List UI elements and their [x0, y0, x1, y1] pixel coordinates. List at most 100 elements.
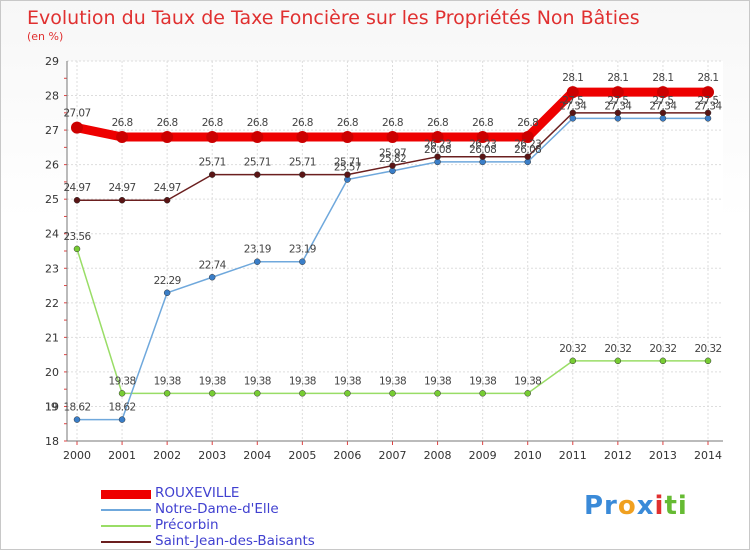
data-label: 25.71 — [289, 157, 316, 169]
y-unit-label: (en %) — [27, 30, 64, 43]
data-point — [116, 131, 129, 143]
data-label: 19.38 — [514, 375, 541, 387]
data-point — [118, 196, 126, 204]
data-point — [73, 245, 81, 253]
legend-label: Saint-Jean-des-Baisants — [155, 533, 315, 549]
data-point — [569, 115, 577, 122]
data-point — [254, 258, 261, 265]
data-label: 19 — [45, 402, 57, 414]
x-tick-label: 2000 — [63, 449, 91, 462]
y-tick-label: 28 — [45, 90, 59, 103]
data-point — [569, 109, 577, 117]
data-label: 26.08 — [424, 144, 451, 156]
data-label: 18.62 — [109, 402, 136, 414]
data-point — [344, 171, 351, 178]
y-tick-label: 24 — [45, 228, 59, 241]
y-tick-label: 19 — [45, 400, 59, 413]
data-label: 26.8 — [247, 117, 268, 129]
data-point — [163, 196, 171, 204]
data-label: 24.97 — [154, 182, 181, 194]
data-point — [521, 131, 534, 143]
data-label: 20.32 — [559, 343, 586, 355]
data-label: 28.1 — [562, 72, 583, 84]
data-label: 23.19 — [244, 244, 271, 256]
data-point — [614, 115, 622, 122]
data-point — [163, 390, 171, 397]
legend-swatch — [101, 509, 151, 511]
data-point — [254, 171, 261, 178]
x-tick-label: 2003 — [198, 449, 226, 462]
data-label: 26.8 — [202, 117, 223, 129]
data-point — [704, 357, 712, 365]
data-point — [254, 390, 261, 397]
data-label: 26.8 — [292, 117, 313, 129]
data-label: 19.38 — [244, 375, 271, 387]
data-point — [208, 171, 216, 178]
data-point — [206, 131, 219, 143]
data-point — [434, 153, 441, 160]
logo-part: Pr — [584, 491, 618, 521]
data-point — [611, 86, 624, 99]
data-point — [299, 390, 306, 397]
data-point — [614, 109, 622, 117]
data-point — [251, 131, 264, 143]
data-point — [656, 86, 669, 99]
x-tick-label: 2004 — [243, 449, 271, 462]
data-label: 26.23 — [424, 139, 451, 151]
data-label: 25.82 — [379, 153, 406, 165]
y-tick-label: 21 — [45, 331, 59, 344]
y-tick-label: 23 — [45, 262, 59, 275]
data-point — [386, 131, 399, 143]
y-tick-label: 22 — [45, 297, 59, 310]
legend-label: ROUXEVILLE — [155, 485, 240, 501]
data-label: 26.8 — [112, 117, 133, 129]
proxiti-logo: Proxiti — [584, 491, 688, 521]
plot-area — [67, 61, 723, 441]
logo-part: x — [636, 491, 655, 521]
data-point — [118, 416, 126, 423]
data-label: 26.08 — [469, 144, 496, 156]
legend-swatch — [101, 490, 151, 499]
data-point — [299, 171, 306, 178]
x-tick-label: 2001 — [108, 449, 136, 462]
data-point — [569, 357, 577, 365]
data-label: 26.08 — [514, 144, 541, 156]
data-label: 25.57 — [334, 161, 361, 173]
legend-label: Précorbin — [155, 517, 219, 533]
data-label: 27.5 — [562, 95, 583, 107]
data-label: 27.5 — [698, 95, 719, 107]
x-tick-label: 2006 — [333, 449, 361, 462]
data-point — [208, 390, 216, 397]
data-label: 27.07 — [63, 108, 90, 120]
y-tick-label: 25 — [45, 193, 59, 206]
x-tick-label: 2002 — [153, 449, 181, 462]
data-label: 27.34 — [604, 100, 632, 112]
logo-part: ti — [664, 491, 688, 521]
data-label: 26.23 — [469, 139, 496, 151]
x-tick-label: 2011 — [559, 449, 587, 462]
y-tick-label: 26 — [45, 159, 59, 172]
x-tick-label: 2014 — [694, 449, 722, 462]
data-point — [434, 390, 441, 397]
x-tick-label: 2013 — [649, 449, 677, 462]
data-point — [566, 86, 579, 99]
chart-title: Evolution du Taux de Taxe Foncière sur l… — [27, 7, 640, 29]
x-tick-label: 2010 — [514, 449, 542, 462]
data-label: 27.34 — [559, 100, 587, 112]
data-point — [389, 390, 396, 397]
data-point — [479, 153, 486, 160]
data-label: 22.29 — [154, 275, 181, 287]
data-label: 19.38 — [154, 375, 181, 387]
x-tick-label: 2008 — [424, 449, 452, 462]
data-label: 20.32 — [649, 343, 676, 355]
y-tick-label: 20 — [45, 366, 59, 379]
data-label: 25.71 — [244, 157, 271, 169]
data-label: 28.1 — [607, 72, 628, 84]
y-tick-label: 18 — [45, 435, 59, 448]
data-label: 19.38 — [199, 375, 226, 387]
data-label: 26.23 — [514, 139, 541, 151]
data-point — [296, 131, 309, 143]
data-point — [344, 390, 351, 397]
data-label: 19.38 — [424, 375, 451, 387]
